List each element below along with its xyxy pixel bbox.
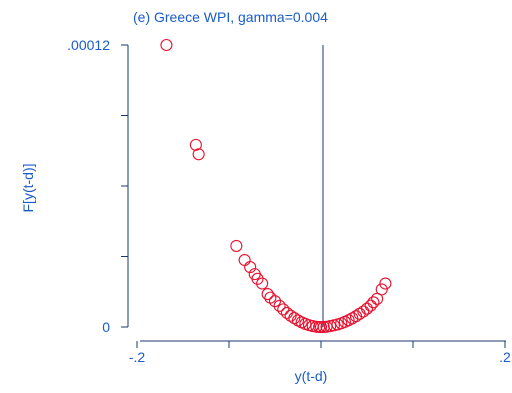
y-axis-ticks: 0 .00012 (67, 37, 128, 335)
scatter-point (251, 272, 264, 285)
y-axis-label: F[y(t-d)] (20, 164, 36, 213)
plot-area (127, 45, 506, 342)
scatter-point (189, 138, 202, 151)
scatter-point (261, 288, 274, 301)
x-tick-label: -.2 (129, 349, 146, 365)
scatter-point (379, 277, 392, 290)
chart-title: (e) Greece WPI, gamma=0.004 (133, 9, 328, 25)
y-tick-label: .00012 (67, 37, 110, 53)
scatter-point (360, 302, 374, 315)
scatter-point (277, 303, 290, 316)
data-points (160, 38, 392, 334)
scatter-point (244, 261, 257, 274)
x-axis-label: y(t-d) (295, 368, 328, 384)
scatter-point (288, 312, 301, 325)
scatter-point (268, 295, 282, 308)
scatter-point (273, 299, 286, 312)
scatter-point (314, 320, 328, 334)
scatter-point (367, 296, 380, 309)
scatter-point (357, 305, 370, 318)
y-tick-label: 0 (102, 319, 110, 335)
scatter-point (238, 253, 251, 267)
scatter-point (230, 239, 243, 252)
scatter-point (192, 148, 205, 161)
x-tick-label: .2 (499, 349, 511, 365)
scatter-point (160, 38, 173, 52)
scatter-point (364, 299, 377, 312)
scatter-point (256, 277, 269, 290)
scatter-point (375, 283, 388, 296)
x-axis-ticks: -.2 .2 (129, 341, 511, 365)
